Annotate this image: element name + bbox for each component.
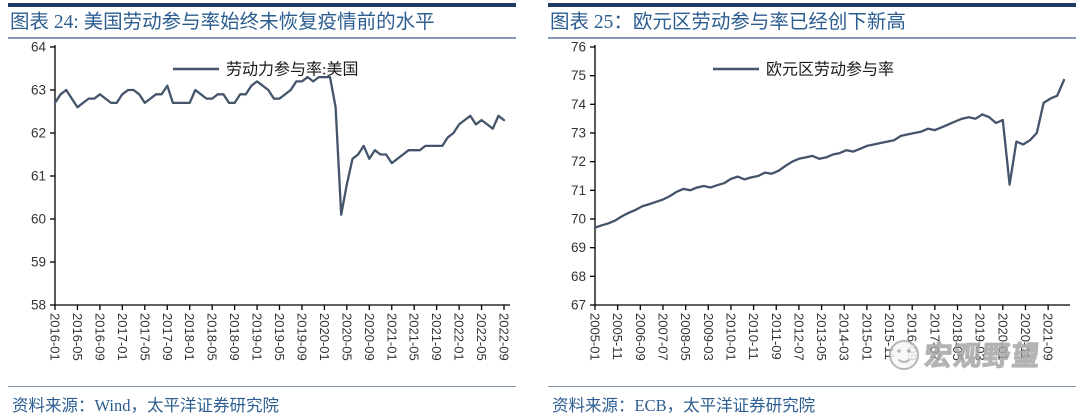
svg-text:61: 61: [31, 169, 46, 184]
svg-text:2016-05: 2016-05: [70, 313, 85, 361]
svg-text:70: 70: [571, 212, 586, 227]
svg-text:2019-05: 2019-05: [272, 313, 287, 361]
svg-text:2020-05: 2020-05: [339, 313, 354, 361]
svg-text:59: 59: [31, 255, 46, 270]
svg-text:2013-05: 2013-05: [814, 313, 829, 361]
chart-title-eurozone: 图表 25：欧元区劳动参与率已经创下新高: [548, 7, 1076, 39]
svg-text:2010-01: 2010-01: [723, 313, 738, 361]
us-participation-panel: 图表 24: 美国劳动参与率始终未恢复疫情前的水平 58 59 60 61 62 63 64…: [8, 3, 516, 416]
svg-text:2015-01: 2015-01: [859, 313, 874, 361]
source-line-eurozone: 资料来源：ECB，太平洋证券研究院: [548, 386, 1076, 416]
source-text: Wind，太平洋证券研究院: [94, 396, 280, 415]
svg-text:2016-09: 2016-09: [905, 313, 920, 361]
panel-top-border: [548, 3, 1076, 7]
svg-text:64: 64: [31, 40, 47, 55]
svg-text:74: 74: [571, 97, 587, 112]
svg-text:76: 76: [571, 40, 586, 55]
svg-text:2021-05: 2021-05: [407, 313, 422, 361]
svg-text:2020-09: 2020-09: [362, 313, 377, 361]
svg-text:2019-09: 2019-09: [294, 313, 309, 361]
svg-text:2008-05: 2008-05: [678, 313, 693, 361]
svg-text:2005-01: 2005-01: [588, 313, 603, 361]
panel-top-border: [8, 3, 516, 7]
svg-text:2019-03: 2019-03: [973, 313, 988, 361]
svg-text:2012-07: 2012-07: [791, 313, 806, 361]
eurozone-labor-participation-chart: 67 68 69 70 71 72 73 74 75 76 2005-01 2005-11 2006-0…: [571, 40, 1070, 361]
svg-text:71: 71: [571, 183, 586, 198]
svg-text:2009-03: 2009-03: [701, 313, 716, 361]
svg-text:58: 58: [31, 298, 46, 313]
svg-text:67: 67: [571, 298, 586, 313]
svg-text:2014-03: 2014-03: [837, 313, 852, 361]
svg-text:2018-01: 2018-01: [182, 313, 197, 361]
svg-text:62: 62: [31, 126, 46, 141]
svg-text:2018-05: 2018-05: [950, 313, 965, 361]
svg-text:2006-09: 2006-09: [633, 313, 648, 361]
svg-text:2011-09: 2011-09: [769, 313, 784, 360]
svg-text:2017-07: 2017-07: [927, 313, 942, 361]
svg-text:2020-11: 2020-11: [1018, 313, 1033, 360]
source-label: 资料来源：: [552, 396, 635, 415]
svg-text:2017-01: 2017-01: [115, 313, 130, 361]
svg-text:2005-11: 2005-11: [610, 313, 625, 360]
svg-text:63: 63: [31, 83, 46, 98]
svg-text:2022-01: 2022-01: [452, 313, 467, 361]
svg-text:2021-09: 2021-09: [1041, 313, 1056, 361]
svg-text:2022-05: 2022-05: [474, 313, 489, 361]
svg-text:2015-11: 2015-11: [882, 313, 897, 360]
svg-text:69: 69: [571, 240, 586, 255]
source-label: 资料来源：: [12, 396, 95, 415]
svg-text:2020-01: 2020-01: [317, 313, 332, 361]
source-line-us: 资料来源：Wind，太平洋证券研究院: [8, 386, 516, 416]
svg-text:60: 60: [31, 212, 46, 227]
chart-title-us: 图表 24: 美国劳动参与率始终未恢复疫情前的水平: [8, 7, 516, 39]
svg-text:73: 73: [571, 126, 586, 141]
svg-text:2017-05: 2017-05: [137, 313, 152, 361]
svg-text:2021-09: 2021-09: [429, 313, 444, 361]
svg-text:2018-05: 2018-05: [205, 313, 220, 361]
svg-text:2018-09: 2018-09: [227, 313, 242, 361]
eurozone-participation-panel: 图表 25：欧元区劳动参与率已经创下新高 67 68 69 70 71 72 73 74 75 7…: [548, 3, 1076, 416]
us-labor-participation-chart: 58 59 60 61 62 63 64 2016-01 2016-05 2016-09 2017-…: [31, 40, 512, 361]
svg-text:2016-01: 2016-01: [48, 313, 63, 361]
svg-text:欧元区劳动参与率: 欧元区劳动参与率: [766, 61, 894, 79]
svg-text:2019-01: 2019-01: [250, 313, 265, 361]
svg-text:2022-09: 2022-09: [497, 313, 512, 361]
svg-text:2017-09: 2017-09: [160, 313, 175, 361]
svg-text:2020-01: 2020-01: [995, 313, 1010, 361]
svg-text:劳动力参与率:美国: 劳动力参与率:美国: [226, 61, 358, 79]
svg-text:2007-07: 2007-07: [656, 313, 671, 361]
svg-text:68: 68: [571, 269, 586, 284]
svg-text:2010-11: 2010-11: [746, 313, 761, 360]
svg-text:2016-09: 2016-09: [92, 313, 107, 361]
svg-text:2021-01: 2021-01: [384, 313, 399, 361]
svg-text:72: 72: [571, 154, 586, 169]
source-text: ECB，太平洋证券研究院: [634, 396, 816, 415]
svg-text:75: 75: [571, 68, 586, 83]
